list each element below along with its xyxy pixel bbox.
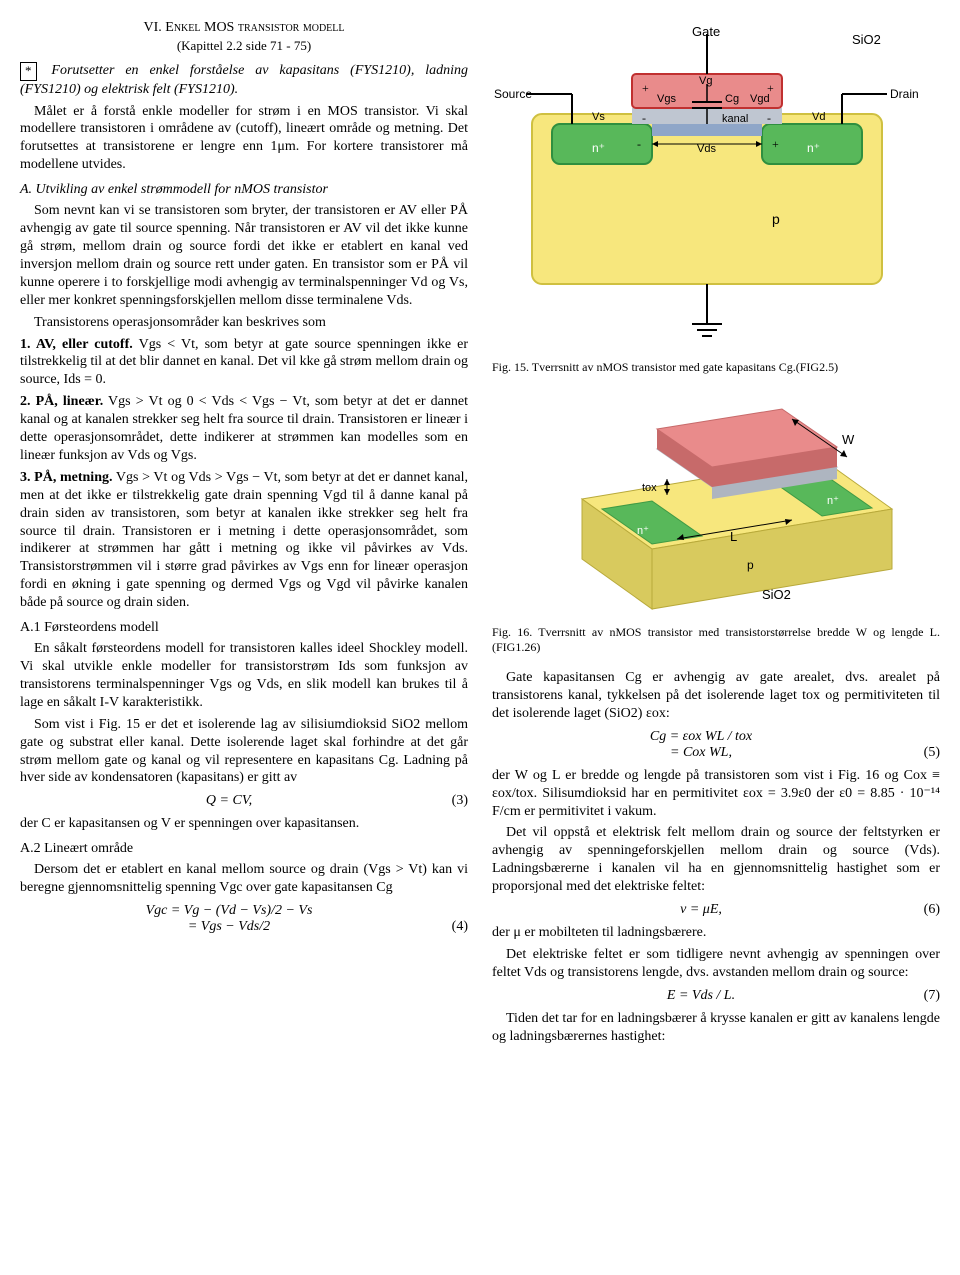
equation-formula: = Cox WL, [492,745,910,761]
svg-text:SiO2: SiO2 [762,587,791,602]
equation-formula: = Vgs − Vds/2 [20,919,438,935]
section-number: VI. [144,20,162,35]
svg-text:-: - [642,111,646,125]
asterisk-mark: * [20,62,37,81]
section-heading: VI. Enkel MOS transistor modell [20,20,468,36]
equation-formula: Cg = εox WL / tox [492,729,910,745]
subsection-a1-heading: A.1 Førsteordens modell [20,620,468,636]
svg-text:-: - [637,137,641,151]
fig15-svg: GateSiO2SourceDrainVgVgsCgVgdkanalVsVdn⁺… [492,24,922,354]
prerequisite-note: * Forutsetter en enkel forståelse av kap… [20,62,468,99]
paragraph: Det elektriske feltet er som tidligere n… [492,946,940,982]
paragraph: Som nevnt kan vi se transistoren som bry… [20,202,468,309]
svg-text:Cg: Cg [725,93,739,105]
paragraph: Gate kapasitansen Cg er avhengig av gate… [492,669,940,723]
paragraph: En såkalt førsteordens modell for transi… [20,640,468,712]
equation-formula: Vgc = Vg − (Vd − Vs)/2 − Vs [20,903,438,919]
svg-text:Vg: Vg [699,75,712,87]
svg-text:+: + [767,81,774,95]
list-item-1: 1. AV, eller cutoff. Vgs < Vt, som betyr… [20,336,468,390]
equation-number: (6) [910,902,940,918]
subsection-a-heading: A. Utvikling av enkel strømmodell for nM… [20,182,468,198]
equation-7: E = Vds / L. (7) [492,988,940,1004]
paragraph: der W og L er bredde og lengde på transi… [492,767,940,821]
svg-text:Drain: Drain [890,87,919,101]
svg-text:kanal: kanal [722,113,748,125]
paragraph: Tiden det tar for en ladningsbærer å kry… [492,1010,940,1046]
svg-text:Vd: Vd [812,111,825,123]
figure-16-caption: Fig. 16. Tverrsnitt av nMOS transistor m… [492,625,940,655]
svg-text:tox: tox [642,482,657,494]
list-label: 2. PÅ, lineær. [20,394,103,409]
paragraph: Målet er å forstå enkle modeller for str… [20,103,468,175]
svg-text:p: p [772,211,780,227]
svg-text:n⁺: n⁺ [807,141,820,155]
equation-formula: E = Vds / L. [492,988,910,1004]
svg-text:Vds: Vds [697,143,716,155]
svg-text:n⁺: n⁺ [637,525,649,537]
equation-formula: Q = CV, [20,793,438,809]
list-item-3: 3. PÅ, metning. Vgs > Vt og Vds > Vgs − … [20,469,468,612]
svg-text:+: + [772,137,779,151]
left-column: VI. Enkel MOS transistor modell (Kapitte… [20,20,468,1050]
paragraph: der μ er mobilteten til ladningsbærere. [492,924,940,942]
equation-5: Cg = εox WL / tox = Cox WL, (5) [492,729,940,761]
equation-number: (5) [910,745,940,761]
svg-text:Vs: Vs [592,111,605,123]
list-body: Vgs > Vt og Vds > Vgs − Vt, som betyr at… [20,470,468,610]
figure-16: W Ltox n⁺ n⁺ p SiO2 [492,389,940,619]
svg-text:SiO2: SiO2 [852,32,881,47]
section-title-text: Enkel MOS transistor modell [165,20,344,35]
equation-formula: ν = μE, [492,902,910,918]
equation-number: (3) [438,793,468,809]
paragraph: Som vist i Fig. 15 er det et isolerende … [20,716,468,788]
equation-number: (4) [438,919,468,935]
svg-text:Gate: Gate [692,24,720,39]
fig16-svg: W Ltox n⁺ n⁺ p SiO2 [492,389,922,619]
prerequisite-text: Forutsetter en enkel forståelse av kapas… [20,63,468,97]
equation-4: Vgc = Vg − (Vd − Vs)/2 − Vs = Vgs − Vds/… [20,903,468,935]
equation-6: ν = μE, (6) [492,902,940,918]
paragraph: Det vil oppstå et elektrisk felt mellom … [492,824,940,896]
paragraph: Transistorens operasjonsområder kan besk… [20,314,468,332]
svg-text:p: p [747,558,754,572]
section-subtitle: (Kapittel 2.2 side 71 - 75) [20,38,468,54]
svg-text:Vgs: Vgs [657,93,676,105]
svg-text:n⁺: n⁺ [827,495,839,507]
svg-text:-: - [767,111,771,125]
paragraph: Dersom det er etablert en kanal mellom s… [20,861,468,897]
svg-text:+: + [642,81,649,95]
figure-15-caption: Fig. 15. Tverrsnitt av nMOS transistor m… [492,360,940,375]
subsection-a2-heading: A.2 Lineært område [20,841,468,857]
right-column: GateSiO2SourceDrainVgVgsCgVgdkanalVsVdn⁺… [492,20,940,1050]
equation-number: (7) [910,988,940,1004]
svg-text:Source: Source [494,87,532,101]
list-label: 1. AV, eller cutoff. [20,337,133,352]
figure-15: GateSiO2SourceDrainVgVgsCgVgdkanalVsVdn⁺… [492,24,940,354]
svg-text:L: L [730,529,737,544]
svg-text:n⁺: n⁺ [592,141,605,155]
svg-text:W: W [842,432,855,447]
paragraph: der C er kapasitansen og V er spenningen… [20,815,468,833]
list-label: 3. PÅ, metning. [20,470,113,485]
equation-3: Q = CV, (3) [20,793,468,809]
list-item-2: 2. PÅ, lineær. Vgs > Vt og 0 < Vds < Vgs… [20,393,468,465]
